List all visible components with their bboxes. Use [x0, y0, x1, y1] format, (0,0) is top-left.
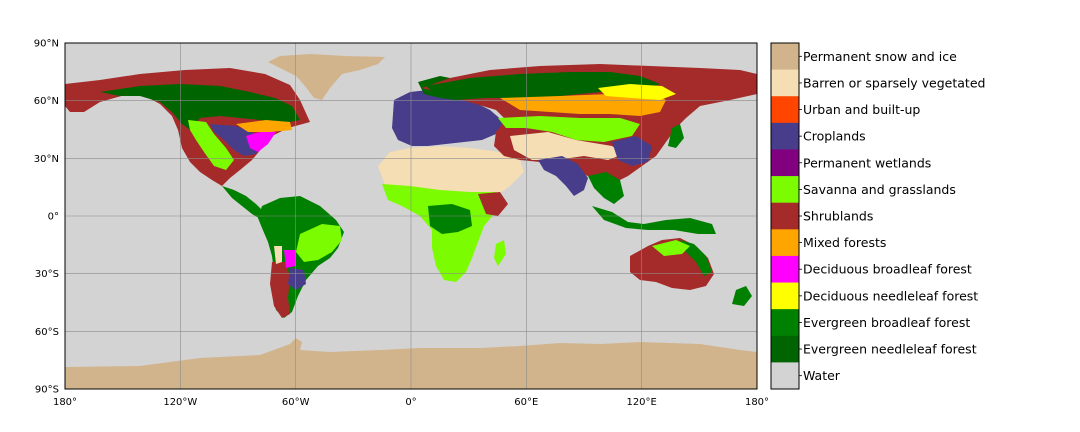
latitude-tick-label: 30°S — [35, 269, 59, 280]
longitude-tick-label: 0° — [405, 397, 416, 408]
latitude-tick-label: 60°N — [34, 96, 59, 107]
latitude-tick-label: 0° — [48, 212, 59, 223]
north-america-boreal-forest — [100, 84, 300, 130]
latitude-tick-labels: 90°N 60°N 30°N 0° 30°S 60°S 90°S — [34, 39, 59, 396]
legend-label: Deciduous broadleaf forest — [803, 262, 972, 277]
graticule-lines — [65, 43, 757, 389]
legend-swatch — [771, 362, 799, 390]
legend-swatch — [771, 335, 799, 363]
land-cover-legend: Permanent snow and ice Barren or sparsely… — [770, 42, 985, 390]
south-america-barren — [274, 246, 282, 264]
legend-label: Mixed forests — [803, 235, 886, 250]
asia-cropland — [538, 156, 588, 196]
africa-rainforest — [428, 204, 472, 234]
legend-label: Evergreen broadleaf forest — [803, 315, 970, 330]
legend-label: Permanent snow and ice — [803, 49, 957, 64]
australia-east-forest — [680, 240, 712, 276]
latitude-tick-label: 90°N — [34, 39, 59, 50]
legend-swatch — [771, 229, 799, 257]
longitude-tick-labels: 180° 120°W 60°W 0° 60°E 120°E 180° — [53, 397, 769, 408]
africa-shrubland — [478, 192, 508, 216]
longitude-tick-label: 180° — [53, 397, 77, 408]
north-america-grassland — [188, 120, 234, 170]
asia-mixed-forest — [500, 92, 666, 116]
map-frame — [64, 42, 758, 390]
southeast-asia-forest — [588, 172, 624, 204]
latitude-tick-label: 30°N — [34, 154, 59, 165]
longitude-tick-label: 120°E — [626, 397, 656, 408]
legend-label: Water — [803, 368, 841, 383]
japan-islands — [668, 124, 684, 148]
greenland-region — [268, 54, 385, 100]
legend-swatch — [771, 282, 799, 310]
asia-boreal-forest — [426, 72, 660, 100]
central-america-region — [222, 186, 266, 220]
legend-swatch — [771, 43, 799, 71]
north-america-mixed-forest — [236, 120, 292, 132]
legend-swatch — [771, 149, 799, 177]
legend-label: Savanna and grasslands — [803, 182, 956, 197]
south-america-shrubland — [270, 262, 290, 318]
south-america-savanna — [296, 224, 342, 262]
madagascar-region — [494, 240, 506, 266]
legend-label: Croplands — [803, 129, 866, 144]
legend-label: Permanent wetlands — [803, 155, 931, 170]
legend-swatch — [771, 202, 799, 230]
legend-swatch — [771, 69, 799, 97]
asia-deciduous-needleleaf — [598, 84, 676, 100]
australia-north-savanna — [652, 240, 690, 256]
world-land-cover-map — [64, 42, 758, 390]
latitude-tick-label: 90°S — [35, 385, 59, 396]
longitude-tick-label: 120°W — [163, 397, 197, 408]
longitude-tick-label: 180° — [745, 397, 769, 408]
legend-label: Urban and built-up — [803, 102, 920, 117]
legend-frame — [770, 42, 800, 390]
indonesia-islands — [592, 206, 716, 234]
legend-label: Barren or sparsely vegetated — [803, 75, 985, 90]
longitude-tick-label: 60°W — [282, 397, 310, 408]
south-america-deciduous-forest — [284, 250, 296, 268]
new-zealand-region — [732, 286, 752, 306]
north-america-deciduous-forest — [246, 130, 276, 152]
legend-swatch — [771, 255, 799, 284]
asia-barren — [510, 132, 624, 160]
legend-swatch — [771, 96, 799, 124]
latitude-tick-label: 60°S — [35, 327, 59, 338]
legend-label: Evergreen needleleaf forest — [803, 342, 977, 357]
longitude-tick-label: 60°E — [514, 397, 538, 408]
legend-swatch — [771, 176, 799, 204]
legend-label: Shrublands — [803, 209, 873, 224]
legend-swatch — [771, 122, 799, 150]
asia-steppe — [498, 116, 640, 142]
legend-label: Deciduous needleleaf forest — [803, 288, 978, 303]
legend-swatch — [771, 309, 799, 337]
